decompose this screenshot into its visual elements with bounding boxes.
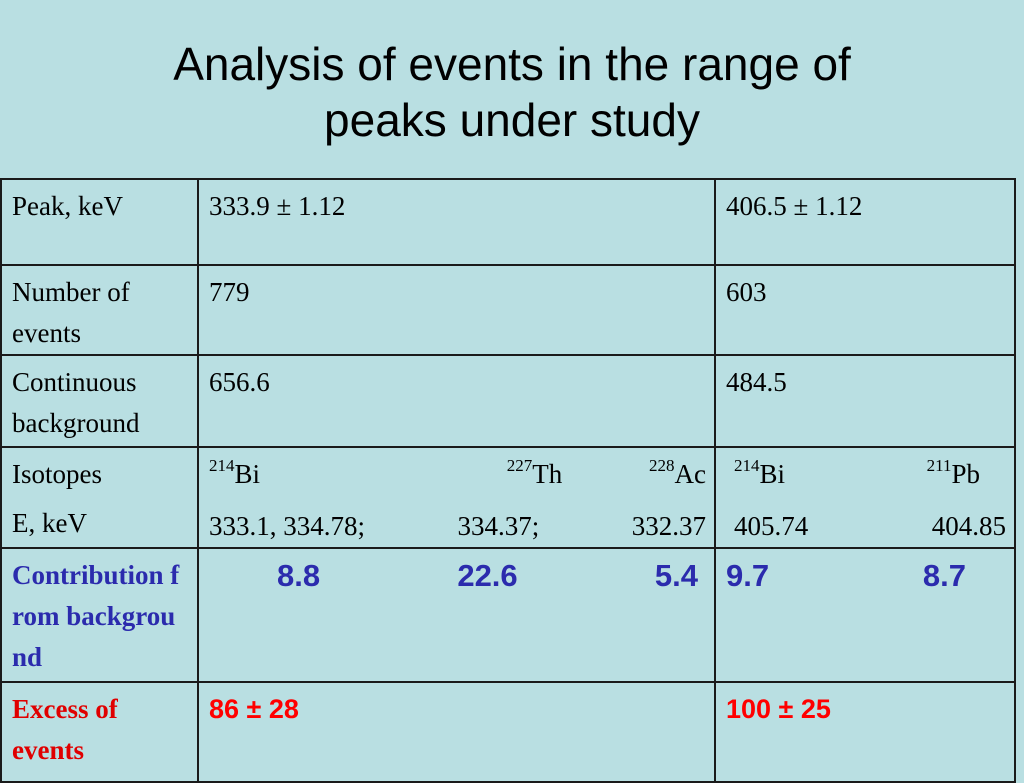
- contribution-bi214-a: 8.8: [277, 558, 321, 593]
- isotopes-cell-2: 214Bi 211Pb 405.74 404.85: [714, 446, 1016, 549]
- slide-title: Analysis of events in the range of peaks…: [0, 36, 1024, 148]
- isotope-names-2: 214Bi 211Pb: [726, 454, 1006, 498]
- energy-bi214-b: 405.74: [734, 511, 809, 541]
- peak-value-2: 406.5 ± 1.12: [714, 178, 1016, 266]
- contribution-ac228: 5.4: [654, 558, 698, 593]
- slide-title-line-1: Analysis of events in the range of: [173, 38, 851, 90]
- continuous-background-1: 656.6: [197, 354, 716, 448]
- contribution-th227: 22.6: [457, 558, 518, 593]
- energy-pb211: 404.85: [931, 511, 1006, 541]
- isotope-bi214-b: 214Bi: [734, 456, 786, 489]
- row-label-peak: Peak, keV: [0, 178, 199, 266]
- row-label-contribution: Contribution from background: [0, 547, 199, 683]
- isotope-th227: 227Th: [506, 456, 563, 489]
- contribution-pb211: 8.7: [922, 558, 966, 593]
- isotope-pb211: 211Pb: [926, 456, 980, 489]
- table-row-contribution: Contribution from background 8.8 22.6 5.…: [0, 547, 1016, 683]
- table-row-isotopes: Isotopes E, keV 214Bi 227Th 228Ac 333.1,…: [0, 446, 1016, 549]
- contribution-bi214-b: 9.7: [726, 558, 770, 593]
- row-label-continuous-background: Continuous background: [0, 354, 199, 448]
- contribution-cell-1: 8.8 22.6 5.4: [197, 547, 716, 683]
- energy-th227: 334.37;: [457, 511, 540, 541]
- isotopes-cell-1: 214Bi 227Th 228Ac 333.1, 334.78; 334.37;…: [197, 446, 716, 549]
- isotope-energies-1: 333.1, 334.78; 334.37; 332.37: [209, 506, 706, 547]
- row-label-number-of-events: Number of events: [0, 264, 199, 356]
- excess-value-1: 86 ± 28: [197, 681, 716, 783]
- analysis-table: Peak, keV 333.9 ± 1.12 406.5 ± 1.12 Numb…: [0, 178, 1016, 783]
- excess-value-2: 100 ± 25: [714, 681, 1016, 783]
- number-of-events-2: 603: [714, 264, 1016, 356]
- table-row-excess: Excess of events 86 ± 28 100 ± 25: [0, 681, 1016, 783]
- peak-value-1: 333.9 ± 1.12: [197, 178, 716, 266]
- energy-bi214-a: 333.1, 334.78;: [209, 511, 366, 541]
- slide-title-line-2: peaks under study: [324, 94, 700, 146]
- row-label-isotopes: Isotopes E, keV: [0, 446, 199, 549]
- row-label-excess: Excess of events: [0, 681, 199, 783]
- contribution-values-2: 9.7 8.7: [726, 555, 1006, 596]
- table-row-number-of-events: Number of events 779 603: [0, 264, 1016, 356]
- isotope-names-1: 214Bi 227Th 228Ac: [209, 454, 706, 498]
- table-row-peak: Peak, keV 333.9 ± 1.12 406.5 ± 1.12: [0, 178, 1016, 266]
- isotopes-label: Isotopes: [12, 459, 102, 489]
- isotope-bi214-a: 214Bi: [209, 456, 261, 489]
- contribution-cell-2: 9.7 8.7: [714, 547, 1016, 683]
- isotope-energies-2: 405.74 404.85: [726, 506, 1006, 547]
- energy-label: E, keV: [12, 508, 87, 538]
- energy-ac228: 332.37: [631, 511, 706, 541]
- contribution-values-1: 8.8 22.6 5.4: [209, 555, 706, 596]
- number-of-events-1: 779: [197, 264, 716, 356]
- isotope-ac228: 228Ac: [649, 456, 706, 489]
- continuous-background-2: 484.5: [714, 354, 1016, 448]
- table-row-continuous-background: Continuous background 656.6 484.5: [0, 354, 1016, 448]
